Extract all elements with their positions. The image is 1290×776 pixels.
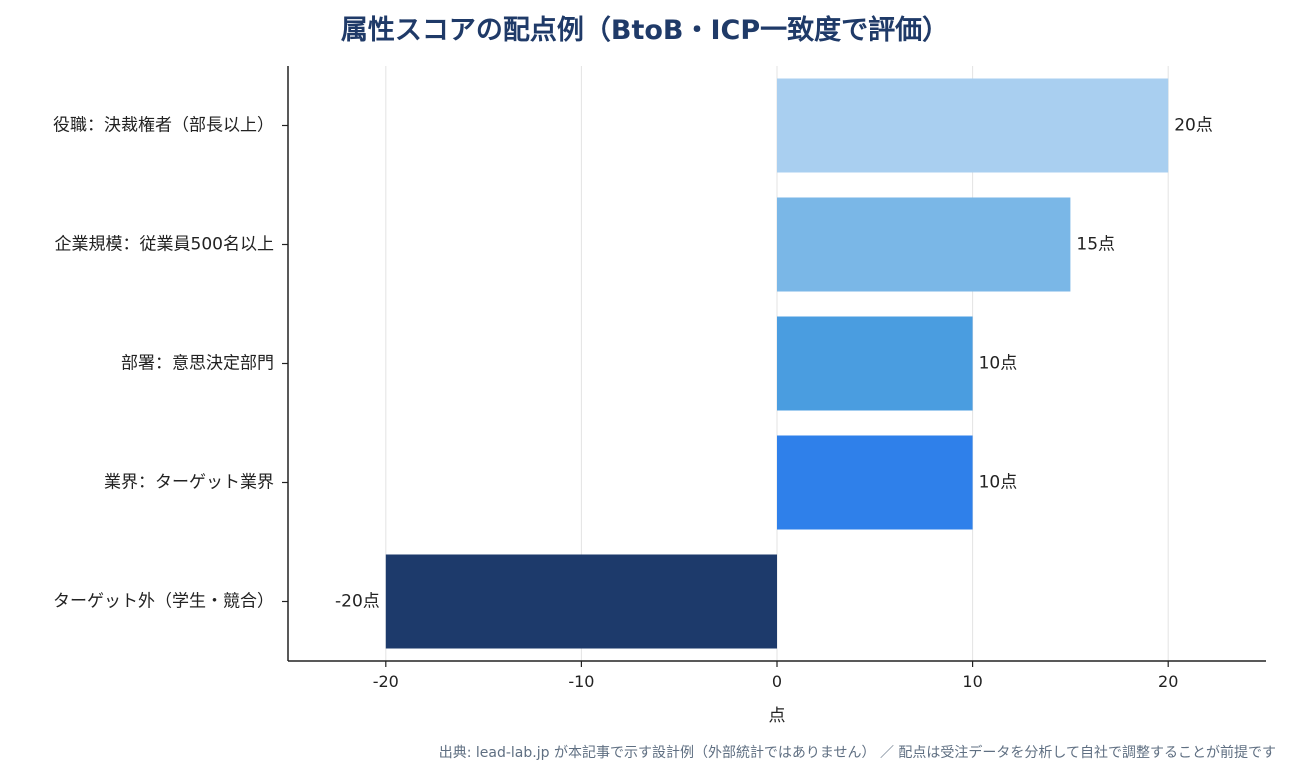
x-tick-label: 20 <box>1158 672 1178 691</box>
data-label: 10点 <box>979 473 1018 493</box>
category-label: 役職：決裁権者（部長以上） <box>53 116 274 136</box>
bar <box>777 78 1169 173</box>
data-label: 10点 <box>979 354 1018 374</box>
category-label: 業界：ターゲット業界 <box>104 473 274 493</box>
category-label: 部署：意思決定部門 <box>121 354 274 374</box>
bar <box>777 435 973 530</box>
x-axis-title: 点 <box>769 706 786 726</box>
data-label: 20点 <box>1174 116 1213 136</box>
category-label: ターゲット外（学生・競合） <box>53 592 274 612</box>
bars <box>385 78 1169 649</box>
data-label: -20点 <box>335 592 380 612</box>
x-tick-label: 0 <box>772 672 782 691</box>
bar <box>777 197 1071 292</box>
axes <box>282 66 1266 667</box>
category-label: 企業規模：従業員500名以上 <box>55 235 274 255</box>
footnote: 出典: lead-lab.jp が本記事で示す設計例（外部統計ではありません） … <box>438 745 1276 761</box>
x-tick-label: -20 <box>373 672 399 691</box>
x-tick-label: -10 <box>568 672 594 691</box>
chart-title: 属性スコアの配点例（BtoB・ICP一致度で評価） <box>340 15 950 46</box>
data-label: 15点 <box>1076 235 1115 255</box>
bar <box>385 554 777 649</box>
labels: 20点役職：決裁権者（部長以上）15点企業規模：従業員500名以上10点部署：意… <box>53 116 1213 727</box>
x-tick-label: 10 <box>962 672 982 691</box>
bar <box>777 316 973 411</box>
